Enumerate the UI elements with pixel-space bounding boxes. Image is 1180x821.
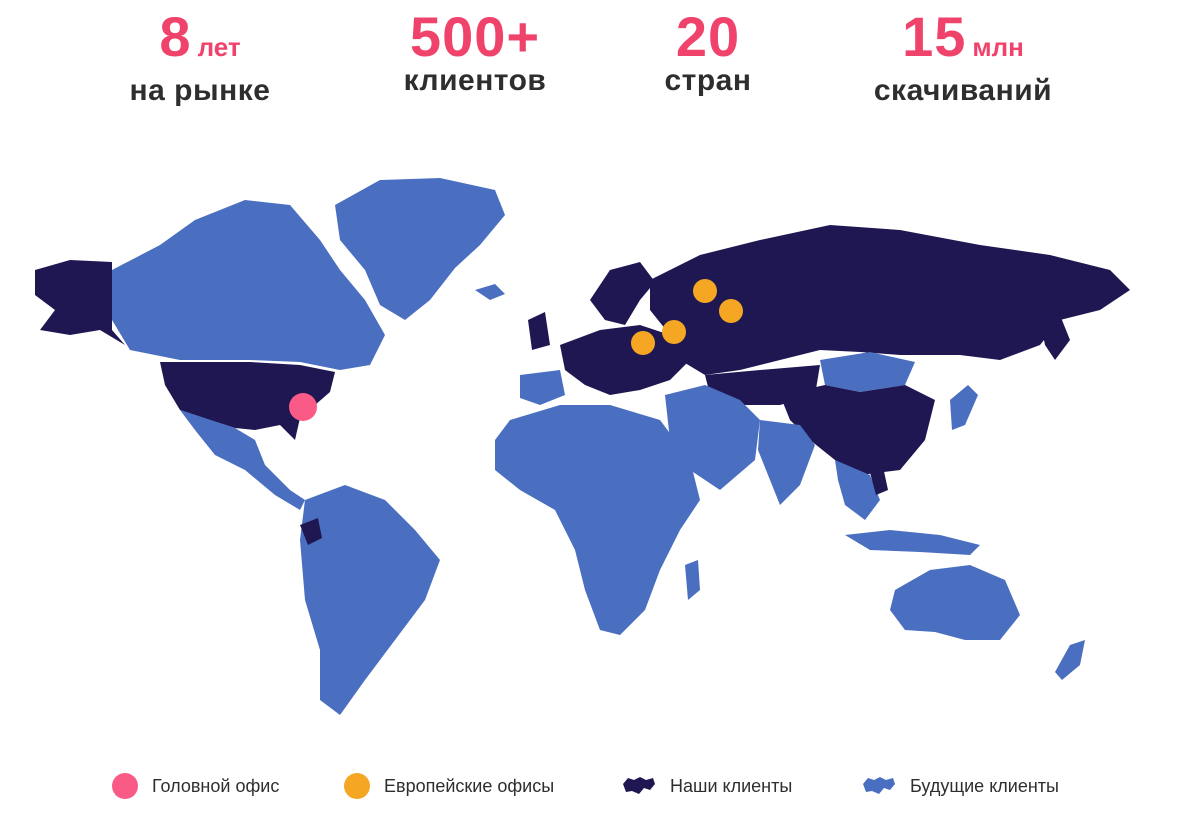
legend-head-office-label: Головной офис	[152, 775, 280, 796]
stat-downloads-value: 15 млн	[902, 5, 1024, 68]
legend-future-clients-label: Будущие клиенты	[910, 775, 1059, 796]
european-office-marker	[693, 279, 717, 303]
stat-countries-value: 20	[675, 5, 741, 68]
china	[780, 385, 935, 475]
world-map	[35, 178, 1130, 715]
stat-downloads: 15 млн скачиваний	[833, 6, 1093, 106]
legend: Головной офис Европейские офисы Наши кли…	[0, 764, 1180, 808]
mongolia	[820, 352, 915, 392]
iberia	[520, 370, 565, 405]
ecuador	[300, 518, 322, 545]
stat-years-label: на рынке	[129, 74, 271, 107]
legend-our-clients-label: Наши клиенты	[670, 775, 793, 796]
scandinavia	[590, 262, 655, 325]
stats-header: 8 лет на рынке 500+ клиентов 20 стран 15 м…	[0, 6, 1180, 116]
russia	[650, 225, 1130, 375]
stat-countries: 20 стран	[578, 6, 838, 96]
canada	[112, 200, 385, 370]
stat-years: 8 лет на рынке	[70, 6, 330, 106]
vietnam	[868, 462, 888, 495]
africa	[495, 405, 700, 635]
kamchatka	[1040, 315, 1070, 360]
indonesia	[845, 530, 980, 555]
greenland	[335, 178, 505, 320]
legend-future-clients: Будущие клиенты	[862, 768, 1059, 804]
european-office-marker	[719, 299, 743, 323]
dark-landmass-icon	[623, 777, 655, 794]
stat-years-unit: лет	[197, 32, 241, 62]
legend-european-offices-label: Европейские офисы	[384, 775, 555, 796]
japan	[950, 385, 978, 430]
stat-countries-label: стран	[664, 64, 752, 97]
madagascar	[685, 560, 700, 600]
europe	[560, 325, 690, 395]
european-office-marker	[631, 331, 655, 355]
uk	[528, 312, 550, 350]
southeast-asia	[835, 460, 880, 520]
stat-years-value: 8 лет	[159, 5, 241, 68]
orange-circle-icon	[344, 773, 370, 799]
stat-downloads-unit: млн	[972, 32, 1024, 62]
new-zealand	[1055, 640, 1085, 680]
legend-our-clients: Наши клиенты	[622, 768, 792, 804]
stat-clients-label: клиентов	[403, 64, 547, 97]
india	[758, 420, 815, 505]
pink-circle-icon	[112, 773, 138, 799]
legend-head-office: Головной офис	[112, 768, 279, 804]
european-office-marker	[662, 320, 686, 344]
central-america	[180, 410, 305, 510]
stat-clients-value: 500+	[409, 5, 541, 68]
south-america	[300, 485, 440, 715]
legend-european-offices: Европейские офисы	[344, 768, 554, 804]
australia	[890, 565, 1020, 640]
alaska	[35, 260, 125, 345]
head-office-marker	[289, 393, 317, 421]
blue-landmass-icon	[863, 777, 895, 794]
iceland	[475, 284, 505, 300]
stat-clients: 500+ клиентов	[345, 6, 605, 96]
stat-downloads-label: скачиваний	[873, 74, 1053, 107]
usa	[160, 362, 335, 440]
